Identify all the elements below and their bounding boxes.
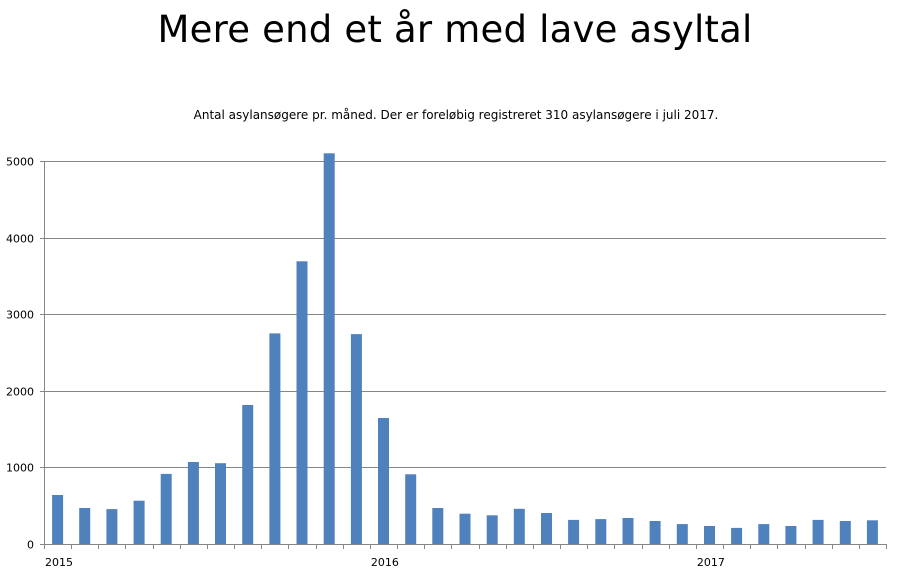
bar xyxy=(52,495,64,544)
bar xyxy=(513,508,525,544)
bar xyxy=(133,500,145,544)
bar xyxy=(242,405,254,544)
bar xyxy=(704,526,715,544)
y-tick-label: 4000 xyxy=(6,233,34,246)
bar xyxy=(432,508,444,544)
bar xyxy=(378,418,389,544)
bar xyxy=(541,513,552,544)
y-tick-label: 2000 xyxy=(6,386,34,399)
bar xyxy=(731,527,743,544)
y-tick-label: 5000 xyxy=(6,156,34,169)
bar xyxy=(323,153,335,545)
bar xyxy=(296,261,308,544)
bar xyxy=(215,463,226,544)
y-tick-label: 0 xyxy=(27,539,34,552)
bar xyxy=(812,519,824,544)
chart-subtitle: Antal asylansøgere pr. måned. Der er for… xyxy=(193,108,719,122)
bar xyxy=(486,515,498,544)
bar xyxy=(595,519,607,544)
y-tick-label: 1000 xyxy=(6,462,34,475)
bar xyxy=(187,462,199,544)
x-year-label: 2015 xyxy=(45,556,73,569)
bar xyxy=(269,333,281,544)
bar xyxy=(405,474,417,544)
bar xyxy=(568,519,580,544)
bar xyxy=(866,520,878,544)
bar xyxy=(676,524,688,544)
bar xyxy=(160,473,172,544)
bar xyxy=(649,521,661,544)
bar xyxy=(758,524,770,544)
slide-title: Mere end et år med lave asyltal xyxy=(157,8,753,51)
bar xyxy=(839,521,851,544)
bar xyxy=(622,518,634,544)
x-year-label: 2016 xyxy=(371,556,399,569)
bar xyxy=(79,508,91,544)
bar xyxy=(350,334,362,544)
bar xyxy=(459,513,471,544)
y-tick-label: 3000 xyxy=(6,309,34,322)
bar xyxy=(106,509,118,544)
bar xyxy=(785,526,797,544)
x-year-label: 2017 xyxy=(697,556,725,569)
